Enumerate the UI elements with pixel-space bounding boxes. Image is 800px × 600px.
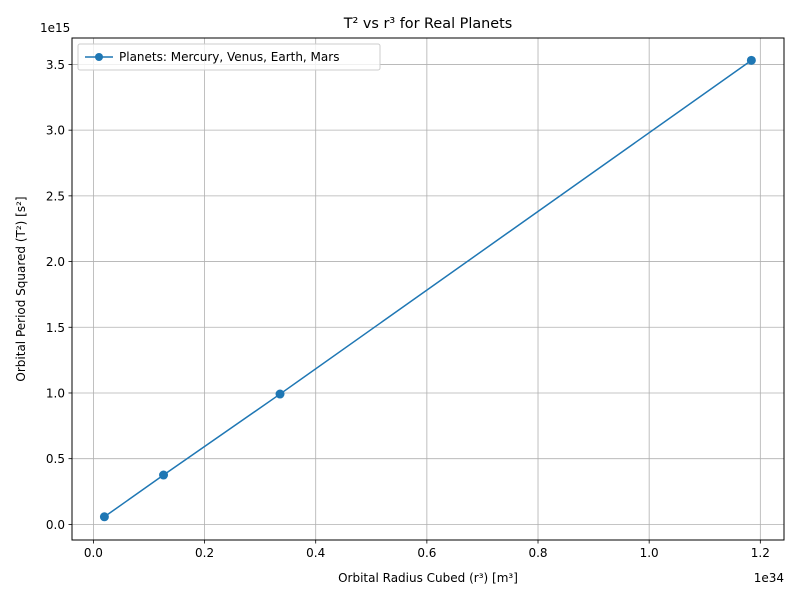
- plot-frame: [71, 37, 785, 541]
- legend-marker-swatch: [95, 53, 103, 61]
- x-tick-label: 0.2: [195, 546, 214, 560]
- ticks: 0.0 0.2 0.4 0.6 0.8 1.0 1.2 0.0 0.5 1.0 1.5 2.0 2.5 3…: [46, 58, 770, 560]
- x-tick-label: 0.0: [84, 546, 103, 560]
- data-point: [159, 470, 169, 480]
- x-tick-label: 1.2: [751, 546, 770, 560]
- y-tick-label: 2.5: [46, 189, 65, 203]
- data-point: [99, 512, 109, 522]
- y-tick-label: 1.5: [46, 321, 65, 335]
- x-tick-label: 0.8: [528, 546, 547, 560]
- chart-title: T² vs r³ for Real Planets: [343, 16, 513, 32]
- y-tick-label: 3.0: [46, 124, 65, 138]
- legend-box: [77, 43, 381, 71]
- legend: Planets: Mercury, Venus, Earth, Mars: [77, 43, 381, 71]
- x-tick-label: 0.4: [306, 546, 325, 560]
- y-tick-label: 2.0: [46, 255, 65, 269]
- x-tick-label: 1.0: [640, 546, 659, 560]
- x-tick-label: 0.6: [417, 546, 436, 560]
- series-line: [103, 59, 752, 518]
- grid: [72, 38, 784, 540]
- y-tick-label: 1.0: [46, 386, 65, 400]
- legend-entry-label: Planets: Mercury, Venus, Earth, Mars: [119, 50, 339, 64]
- y-tick-label: 3.5: [46, 58, 65, 72]
- plot-data: [99, 55, 756, 522]
- y-tick-label: 0.5: [46, 452, 65, 466]
- y-axis-label: Orbital Period Squared (T²) [s²]: [14, 196, 28, 381]
- x-axis-offset-text: 1e34: [754, 571, 784, 585]
- y-tick-label: 0.0: [46, 518, 65, 532]
- x-axis-label: Orbital Radius Cubed (r³) [m³]: [338, 571, 518, 585]
- data-point: [275, 389, 285, 399]
- data-point: [746, 55, 756, 65]
- y-axis-offset-text: 1e15: [40, 21, 70, 35]
